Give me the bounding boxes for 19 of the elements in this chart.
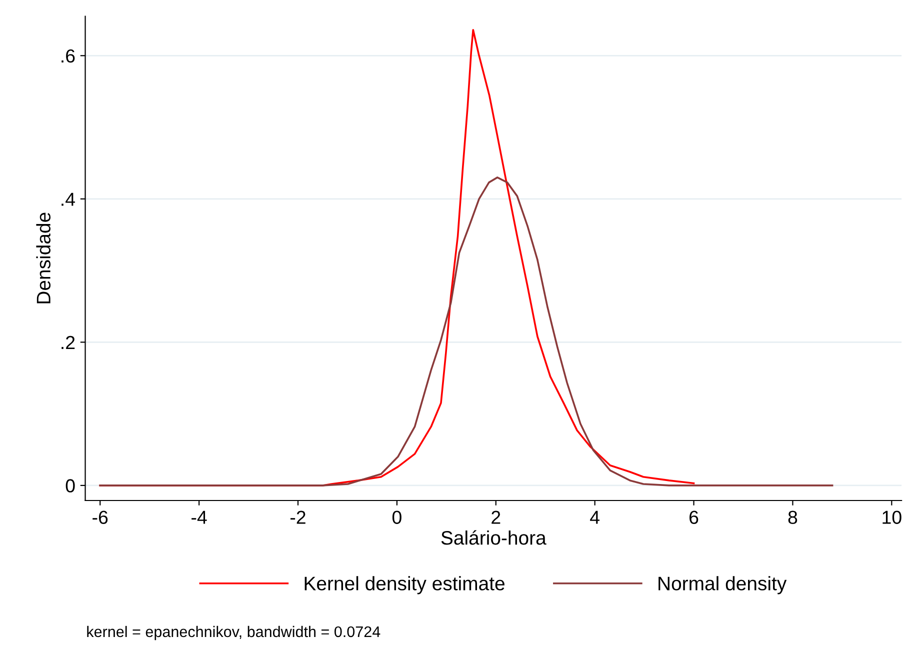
y-axis-title: Densidade [36, 212, 50, 304]
x-tick-label: 10 [882, 510, 902, 524]
text: kernel = epanechnikov, bandwidth = 0.0724 [87, 626, 380, 640]
legend-label: Normal density [658, 576, 787, 594]
x-tick-label: 2 [492, 510, 500, 524]
y-tick-label: .6 [62, 49, 75, 63]
y-tick-label: .4 [62, 192, 75, 206]
x-tick-label: 6 [690, 510, 698, 524]
legend-label: Kernel density estimate [304, 576, 504, 594]
x-tick-label: -4 [192, 510, 207, 524]
x-tick-label: -2 [290, 510, 306, 524]
x-axis-title: Salário-hora [441, 530, 546, 545]
y-tick-label: .2 [62, 336, 75, 349]
y-tick-label: 0 [66, 479, 75, 492]
x-tick-label: 4 [590, 510, 600, 524]
line-series [99, 176, 834, 486]
x-tick-label: -6 [92, 510, 108, 524]
x-tick-label: 8 [788, 510, 798, 524]
x-tick-label: 0 [392, 510, 402, 524]
